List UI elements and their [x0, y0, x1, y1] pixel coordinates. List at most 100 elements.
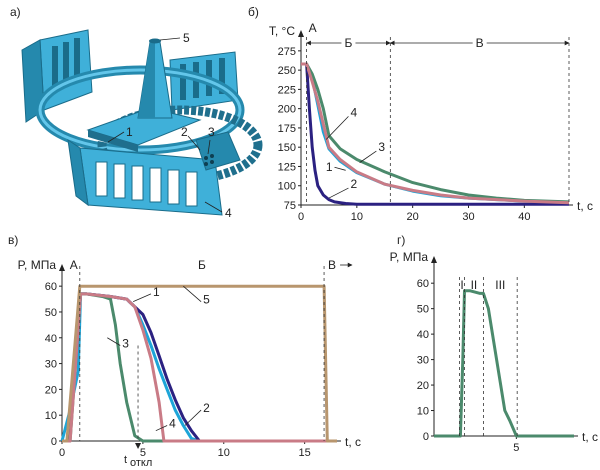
y-axis-arrow: [59, 264, 65, 271]
panel-letter: б): [248, 5, 259, 19]
y-tick-label: 0: [51, 436, 57, 448]
phase-label: I: [460, 278, 463, 292]
y-tick-label: 150: [278, 142, 296, 154]
callout-leader: [155, 425, 168, 432]
series-line-1: [60, 292, 337, 443]
callout-leader: [107, 337, 121, 346]
y-tick-label: 50: [417, 304, 429, 316]
x-tick-label: 15: [299, 447, 311, 459]
x-tick-label: 10: [351, 211, 363, 223]
y-tick-label: 10: [417, 406, 429, 418]
callout-2: 2: [181, 125, 188, 139]
sprue-cone: [137, 38, 173, 119]
callout-1: 1: [126, 125, 133, 139]
x-tick-label: 5: [513, 442, 519, 454]
stage-label-bg: [341, 35, 356, 49]
y-tick-label: 0: [423, 431, 429, 443]
callout-leader: [334, 166, 346, 171]
callout-leader: [184, 409, 202, 426]
series-line-2: [62, 292, 337, 443]
stage-label-a: А: [70, 258, 78, 272]
panel-letter: г): [397, 233, 405, 247]
y-tick-label: 60: [417, 278, 429, 290]
panel-a: а): [10, 5, 263, 220]
chart-b: 75 100 125 150 175 200 225 250 275 0 10 20 30 40 T, °C…: [248, 5, 593, 223]
y-tick-label: 60: [45, 281, 57, 293]
series-line-4: [301, 62, 570, 205]
stage-label-bg: [472, 35, 487, 49]
series-callout: 5: [203, 293, 210, 307]
x-tick-label: 40: [518, 211, 530, 223]
y-tick-label: 20: [417, 380, 429, 392]
stage-label-b: Б: [345, 36, 353, 50]
y-tick-label: 20: [45, 384, 57, 396]
callout-leader: [133, 293, 152, 303]
mold-3d-illustration: 5 1 2 3 4: [21, 29, 263, 220]
y-tick-label: 175: [278, 123, 296, 135]
y-tick-label: 30: [417, 355, 429, 367]
phase-label: II: [471, 278, 478, 292]
x-axis-title: t, с: [577, 199, 593, 213]
series-line-1: [301, 62, 570, 205]
callout-3: 3: [208, 125, 215, 139]
stage-label-b: Б: [198, 258, 206, 272]
gate-block: [195, 131, 241, 171]
series-callout: 4: [169, 417, 176, 431]
panel-a-letter: а): [10, 5, 21, 19]
series-callout: 4: [350, 105, 357, 119]
callout-leader: [183, 285, 202, 302]
series-callout: 2: [203, 401, 210, 415]
x-tick-label: 30: [462, 211, 474, 223]
callout-5: 5: [183, 31, 190, 45]
y-tick-label: 40: [45, 333, 57, 345]
y-axis-title: T, °C: [269, 24, 295, 38]
cutoff-arrow: [135, 443, 142, 449]
cutoff-subscript: откл: [130, 457, 152, 469]
x-tick-label: 20: [407, 211, 419, 223]
y-tick-label: 10: [45, 410, 57, 422]
y-tick-label: 275: [278, 46, 296, 58]
stage-label-v: В: [328, 258, 336, 272]
x-tick-label: 5: [140, 447, 146, 459]
cutoff-label: t: [124, 454, 127, 466]
series-line-5: [62, 284, 337, 443]
y-axis-arrow: [298, 30, 304, 37]
y-tick-label: 50: [45, 307, 57, 319]
callout-leader: [359, 150, 377, 163]
stage-label-v: В: [476, 36, 484, 50]
series-callout: 1: [153, 285, 160, 299]
x-tick-label: 0: [59, 447, 65, 459]
y-tick-label: 100: [278, 181, 296, 193]
phase-label: III: [495, 278, 505, 292]
callout-leader: [328, 187, 349, 199]
front-cage: [67, 138, 223, 216]
y-tick-label: 75: [284, 200, 296, 212]
x-axis-title: t, с: [582, 430, 598, 444]
series-callout: 2: [350, 177, 357, 191]
x-tick-label: 10: [218, 447, 230, 459]
y-tick-label: 250: [278, 65, 296, 77]
x-axis-title: t, с: [345, 435, 361, 449]
series-line-3: [62, 292, 337, 443]
panel-letter: в): [8, 233, 18, 247]
y-tick-label: 225: [278, 84, 296, 96]
series-callout: 3: [122, 337, 129, 351]
y-axis-title: P, МПа: [18, 258, 57, 272]
callout-leader: [325, 116, 349, 140]
series-callout: 3: [378, 140, 385, 154]
y-axis-arrow: [431, 256, 437, 263]
y-tick-label: 125: [278, 161, 296, 173]
y-tick-label: 40: [417, 329, 429, 341]
y-tick-label: 200: [278, 104, 296, 116]
series-line-2: [301, 62, 569, 206]
x-tick-label: 0: [298, 211, 304, 223]
stage-label-a: А: [309, 21, 317, 35]
y-tick-label: 30: [45, 359, 57, 371]
y-axis-title: P, МПа: [390, 250, 429, 264]
series-line-3: [301, 62, 570, 204]
series-line-main: [434, 289, 574, 438]
callout-4: 4: [225, 206, 232, 220]
